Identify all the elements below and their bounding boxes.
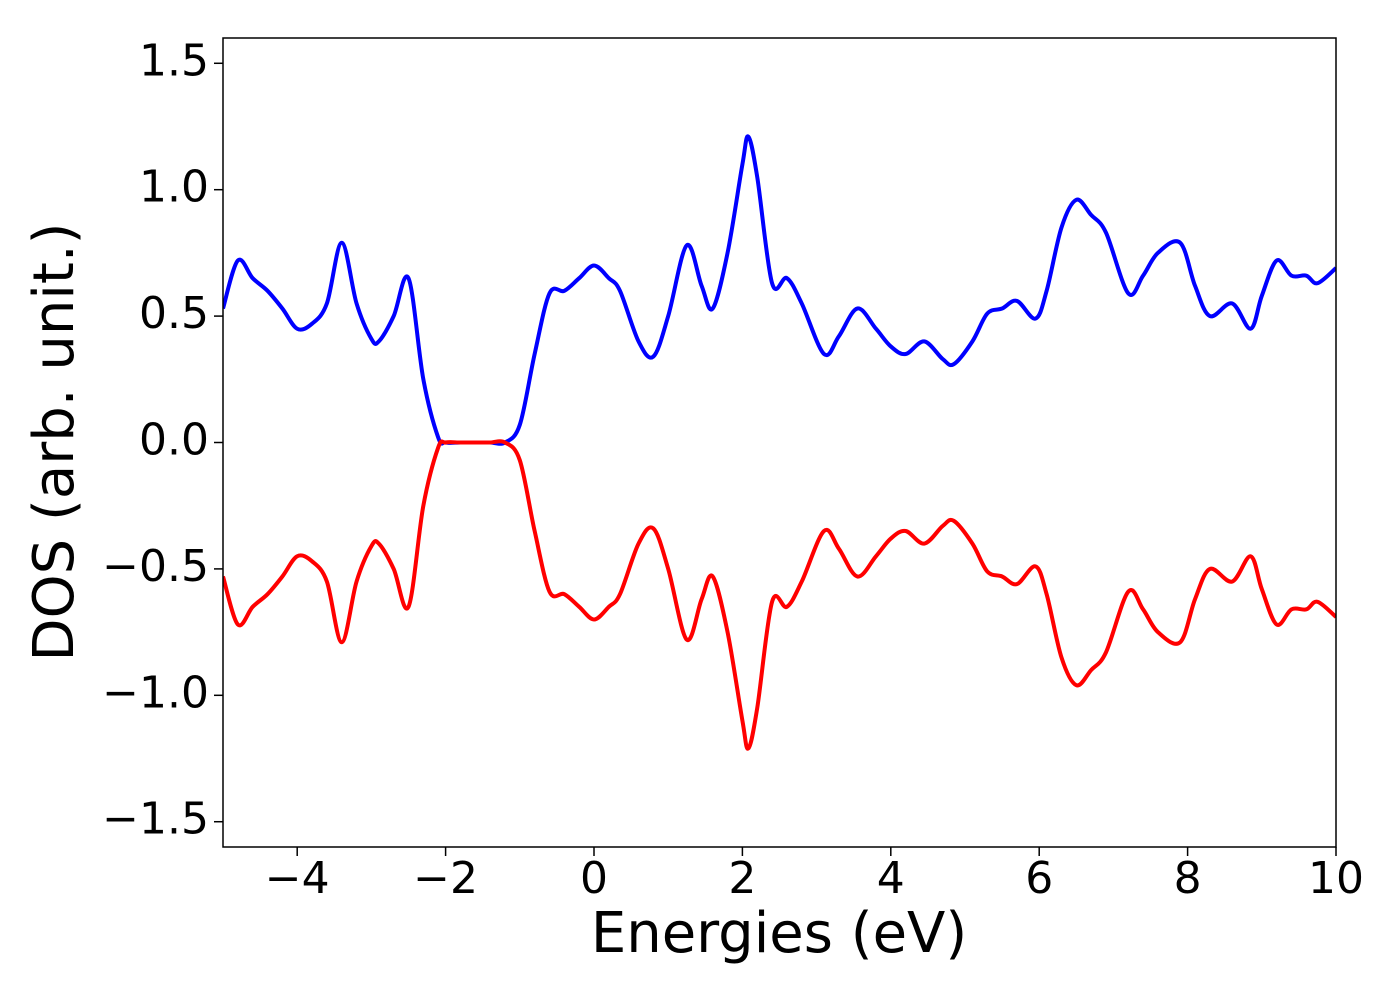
dos-line — [223, 439, 1336, 751]
x-axis-label: Energies (eV) — [591, 901, 967, 966]
x-tick-label: −4 — [265, 853, 330, 904]
plot-frame — [222, 37, 1337, 848]
x-tick-label: 4 — [877, 853, 905, 904]
y-tick-label: 0.0 — [139, 415, 209, 466]
y-tick-label: −0.5 — [102, 541, 209, 592]
x-tick-label: 2 — [728, 853, 756, 904]
dos-line — [223, 134, 1336, 446]
y-tick-label: −1.5 — [102, 794, 209, 845]
y-tick-label: 1.5 — [139, 35, 209, 86]
x-tick-label: 8 — [1174, 853, 1202, 904]
x-tick-label: 6 — [1025, 853, 1053, 904]
y-axis-label: DOS (arb. unit.) — [22, 222, 87, 661]
x-tick-label: 10 — [1308, 853, 1364, 904]
y-tick-label: 0.5 — [139, 288, 209, 339]
y-tick-label: 1.0 — [139, 162, 209, 213]
y-tick-label: −1.0 — [102, 667, 209, 718]
x-tick-label: −2 — [413, 853, 478, 904]
x-tick-label: 0 — [580, 853, 608, 904]
